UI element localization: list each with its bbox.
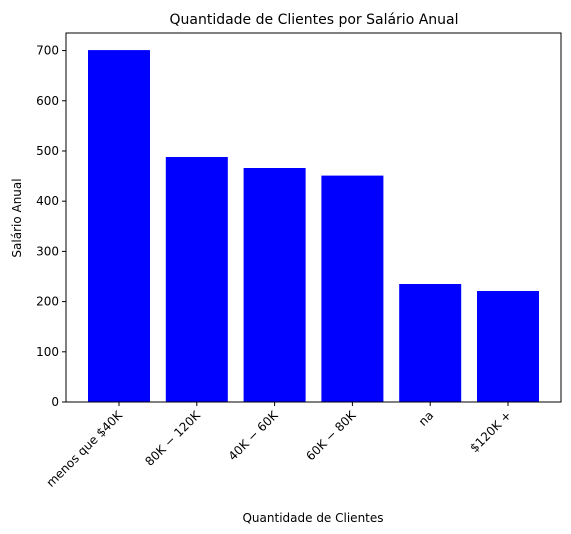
bars-group: [88, 50, 539, 402]
y-tick-label: 0: [51, 395, 59, 409]
x-tick-label: 60K − 80K: [303, 407, 359, 463]
bar-1: [165, 157, 228, 402]
y-tick-label: 400: [36, 194, 59, 208]
x-tick-label: menos que $40K: [44, 407, 126, 489]
x-tick-label: 40K − 60K: [226, 407, 282, 463]
y-tick-label: 500: [36, 144, 59, 158]
chart-title: Quantidade de Clientes por Salário Anual: [169, 12, 458, 28]
bar-2: [243, 168, 306, 402]
y-axis-label: Salário Anual: [10, 178, 24, 257]
bar-5: [477, 291, 539, 402]
x-tick-label: 80K − 120K: [142, 407, 203, 468]
y-tick-label: 100: [36, 345, 59, 359]
bar-3: [321, 175, 384, 402]
bar-4: [399, 284, 462, 402]
x-tick-label: na: [416, 408, 436, 428]
y-tick-label: 700: [36, 44, 59, 58]
x-tick-label: $120K +: [467, 408, 514, 455]
y-tick-label: 600: [36, 94, 59, 108]
bar-0: [88, 50, 150, 402]
x-axis-label: Quantidade de Clientes: [242, 511, 383, 525]
plot-frame: [65, 32, 562, 403]
x-axis: menos que $40K 80K − 120K 40K − 60K 60K − 8…: [44, 402, 514, 490]
y-tick-label: 300: [36, 244, 59, 258]
y-axis: 0 100 200 300 400 500 600 700: [36, 44, 66, 409]
y-tick-label: 200: [36, 295, 59, 309]
